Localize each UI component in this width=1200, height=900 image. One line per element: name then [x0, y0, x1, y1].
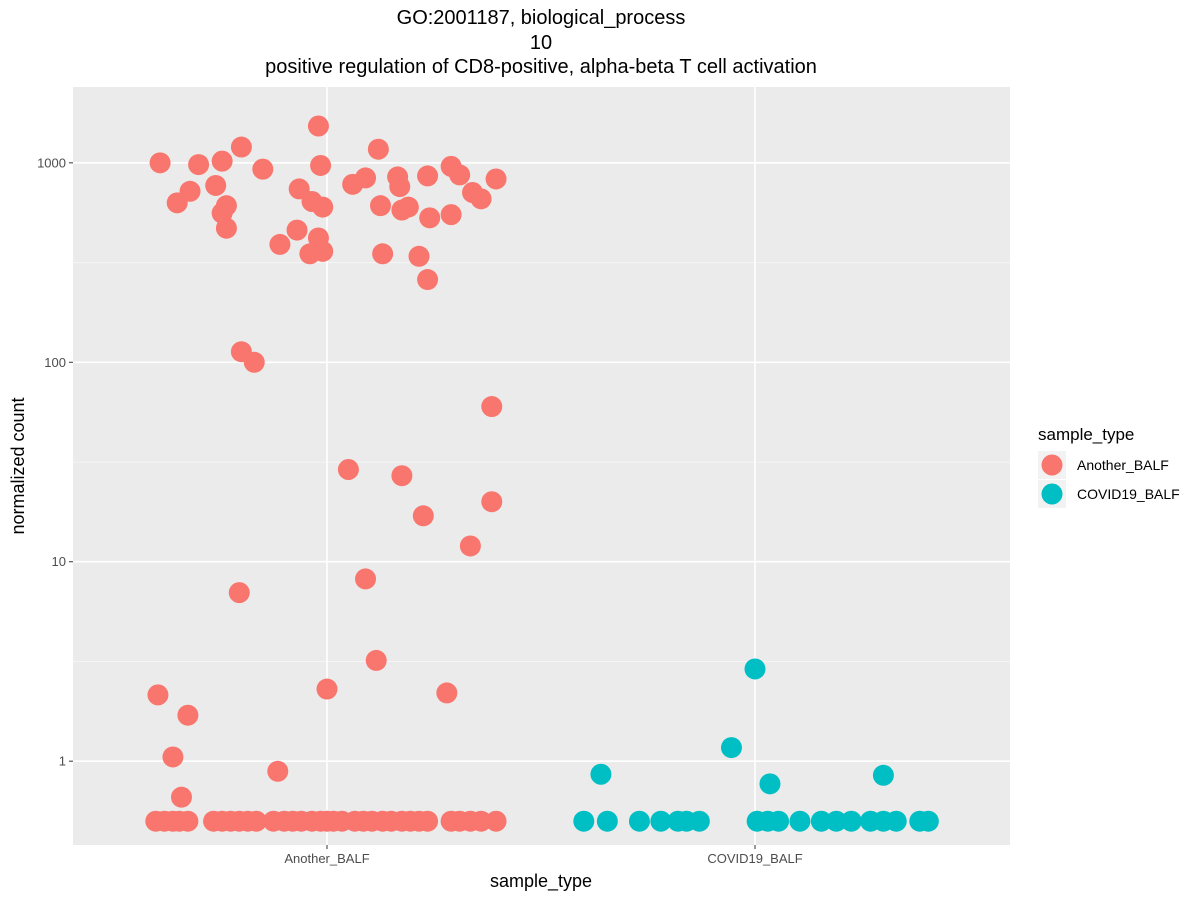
data-point: [177, 810, 199, 832]
chart-title: GO:2001187, biological_process 10 positi…: [265, 7, 817, 78]
x-axis-title: sample_type: [490, 871, 592, 892]
data-point: [312, 196, 334, 218]
legend-key-dot: [1041, 483, 1063, 505]
data-point: [470, 188, 492, 210]
data-point: [389, 176, 411, 198]
data-point: [768, 810, 790, 832]
data-point: [310, 154, 332, 176]
data-point: [397, 196, 419, 218]
y-axis-title: normalized count: [8, 397, 28, 534]
legend-title: sample_type: [1038, 425, 1134, 444]
data-point: [370, 195, 391, 217]
data-point: [179, 180, 201, 202]
data-point: [872, 764, 894, 786]
data-point: [412, 505, 434, 527]
chart-title-line-1: GO:2001187, biological_process: [397, 7, 686, 29]
data-point: [147, 684, 169, 706]
data-point: [650, 810, 672, 832]
legend: sample_type Another_BALF COVID19_BALF: [1038, 425, 1180, 508]
data-point: [840, 810, 862, 832]
data-points: [145, 115, 939, 832]
data-point: [355, 568, 377, 590]
data-point: [789, 810, 811, 832]
data-point: [215, 195, 237, 217]
x-axis-ticks: Another_BALF COVID19_BALF: [284, 845, 803, 866]
data-point: [215, 217, 237, 239]
x-tick-label: Another_BALF: [284, 851, 369, 866]
data-point: [316, 678, 338, 700]
data-point: [744, 658, 766, 680]
x-tick-label: COVID19_BALF: [707, 851, 802, 866]
data-point: [228, 582, 250, 604]
data-point: [449, 164, 471, 186]
y-tick-label: 1000: [37, 155, 66, 170]
data-point: [688, 810, 710, 832]
data-point: [267, 760, 289, 782]
data-point: [243, 351, 265, 373]
data-point: [485, 810, 507, 832]
data-point: [485, 168, 507, 190]
data-point: [408, 245, 430, 267]
data-point: [596, 810, 618, 832]
data-point: [177, 704, 199, 726]
data-point: [286, 219, 308, 241]
grid-minor: [73, 262, 1010, 663]
data-point: [440, 204, 462, 226]
plot-panel: [73, 87, 1010, 845]
data-point: [825, 810, 847, 832]
data-point: [436, 682, 458, 704]
data-point: [720, 737, 742, 759]
data-point: [759, 773, 781, 795]
data-point: [417, 810, 439, 832]
y-tick-label: 10: [52, 554, 66, 569]
data-point: [312, 240, 334, 262]
data-point: [417, 165, 439, 187]
data-point: [459, 535, 481, 557]
data-point: [149, 152, 171, 174]
data-point: [365, 649, 387, 671]
data-point: [337, 459, 359, 481]
data-point: [885, 810, 907, 832]
data-point: [810, 810, 832, 832]
data-point: [245, 810, 267, 832]
legend-key-dot: [1041, 454, 1063, 476]
data-point: [419, 207, 441, 229]
data-point: [188, 154, 210, 176]
y-tick-label: 100: [44, 355, 66, 370]
data-point: [417, 269, 439, 291]
data-point: [481, 491, 503, 513]
data-point: [252, 158, 274, 180]
data-point: [355, 167, 377, 189]
data-point: [590, 763, 612, 785]
data-point: [205, 174, 227, 196]
data-point: [288, 178, 310, 200]
chart-title-line-3: positive regulation of CD8-positive, alp…: [265, 56, 817, 78]
legend-entries: Another_BALF COVID19_BALF: [1038, 451, 1180, 508]
data-point: [391, 465, 413, 487]
chart-title-line-2: 10: [530, 32, 552, 54]
data-point: [628, 810, 650, 832]
data-point: [367, 138, 389, 160]
data-point: [230, 136, 252, 158]
legend-label: Another_BALF: [1077, 457, 1169, 473]
data-point: [170, 786, 192, 808]
data-point: [470, 810, 492, 832]
data-point: [573, 810, 595, 832]
data-point: [917, 810, 939, 832]
data-point: [307, 115, 329, 137]
data-point: [372, 243, 394, 265]
data-point: [269, 233, 291, 255]
data-point: [481, 396, 503, 418]
legend-label: COVID19_BALF: [1077, 486, 1180, 502]
data-point: [211, 150, 233, 172]
data-point: [162, 746, 184, 768]
y-tick-label: 1: [59, 754, 66, 769]
y-axis-ticks: 1 10 100 1000: [37, 155, 73, 769]
